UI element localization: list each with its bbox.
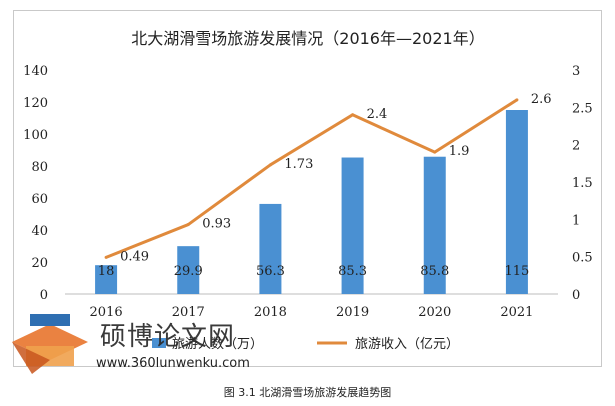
left-y-tick-label: 60 (31, 192, 48, 207)
line-value-label: 1.73 (284, 157, 313, 172)
right-y-tick-label: 2.5 (572, 101, 593, 116)
left-y-tick-label: 0 (40, 288, 48, 303)
line-value-label: 2.4 (367, 107, 388, 122)
legend-bar-label: 旅游人数（万） (172, 337, 263, 352)
figure-caption: 图 3.1 北湖滑雪场旅游发展趋势图 (223, 386, 392, 399)
legend-bar-swatch (152, 338, 166, 348)
watermark-url: www.360lunwenku.com (96, 356, 250, 371)
bar-value-label: 18 (98, 264, 115, 279)
chart-frame (13, 10, 602, 367)
right-y-tick-label: 2 (572, 139, 580, 154)
right-y-tick-label: 1.5 (572, 176, 593, 191)
line-point (268, 163, 272, 167)
chart-title: 北大湖滑雪场旅游发展情况（2016年—2021年） (131, 29, 484, 48)
left-y-tick-label: 20 (31, 256, 48, 271)
bar (341, 157, 364, 294)
x-tick-label: 2020 (418, 305, 451, 320)
left-y-tick-label: 100 (23, 128, 48, 143)
line-value-label: 0.93 (202, 217, 231, 232)
line-value-label: 0.49 (120, 249, 149, 264)
left-y-axis: 0 20 40 60 80 100 120 140 (23, 64, 48, 303)
line-series: 0.49 0.93 1.73 2.4 1.9 2.6 (104, 92, 552, 264)
line-point (104, 255, 108, 259)
line-point (186, 223, 190, 227)
bar (423, 156, 446, 294)
watermark: 硕博论文网 www.360lunwenku.com (12, 312, 312, 382)
line-point (351, 113, 355, 117)
bar-value-label: 85.8 (420, 264, 449, 279)
line-value-label: 1.9 (449, 144, 470, 159)
line-value-label: 2.6 (531, 92, 552, 107)
x-tick-label: 2018 (254, 305, 287, 320)
line-path (105, 98, 518, 259)
bar (259, 203, 282, 294)
line-point (515, 98, 519, 102)
legend-line-label: 旅游收入（亿元） (355, 337, 459, 352)
right-y-tick-label: 0 (572, 288, 580, 303)
left-y-tick-label: 40 (31, 224, 48, 239)
bar (505, 110, 528, 294)
bar-value-label: 115 (505, 264, 530, 279)
bar-value-label: 56.3 (256, 264, 285, 279)
right-y-tick-label: 0.5 (572, 251, 593, 266)
x-tick-label: 2021 (500, 305, 533, 320)
left-y-tick-label: 140 (23, 64, 48, 79)
line-point (433, 150, 437, 154)
right-y-tick-label: 3 (572, 64, 580, 79)
x-axis-ticks: 2016 2017 2018 2019 2020 2021 (90, 305, 534, 320)
left-y-tick-label: 80 (31, 160, 48, 175)
right-y-tick-label: 1 (572, 213, 580, 228)
watermark-title: 硕博论文网 (100, 322, 236, 352)
left-y-tick-label: 120 (23, 96, 48, 111)
graduation-cap-logo (12, 314, 88, 374)
x-tick-label: 2017 (172, 305, 205, 320)
bar (177, 246, 200, 294)
x-tick-label: 2016 (90, 305, 123, 320)
right-y-axis: 0 0.5 1 1.5 2 2.5 3 (572, 64, 593, 303)
bar (95, 265, 118, 294)
bar-value-label: 85.3 (338, 264, 367, 279)
x-tick-label: 2019 (336, 305, 369, 320)
bar-value-label: 29.9 (174, 264, 203, 279)
bar-series: 18 29.9 56.3 85.3 85.8 115 (95, 110, 529, 294)
legend: 旅游人数（万） 旅游收入（亿元） (152, 337, 459, 352)
